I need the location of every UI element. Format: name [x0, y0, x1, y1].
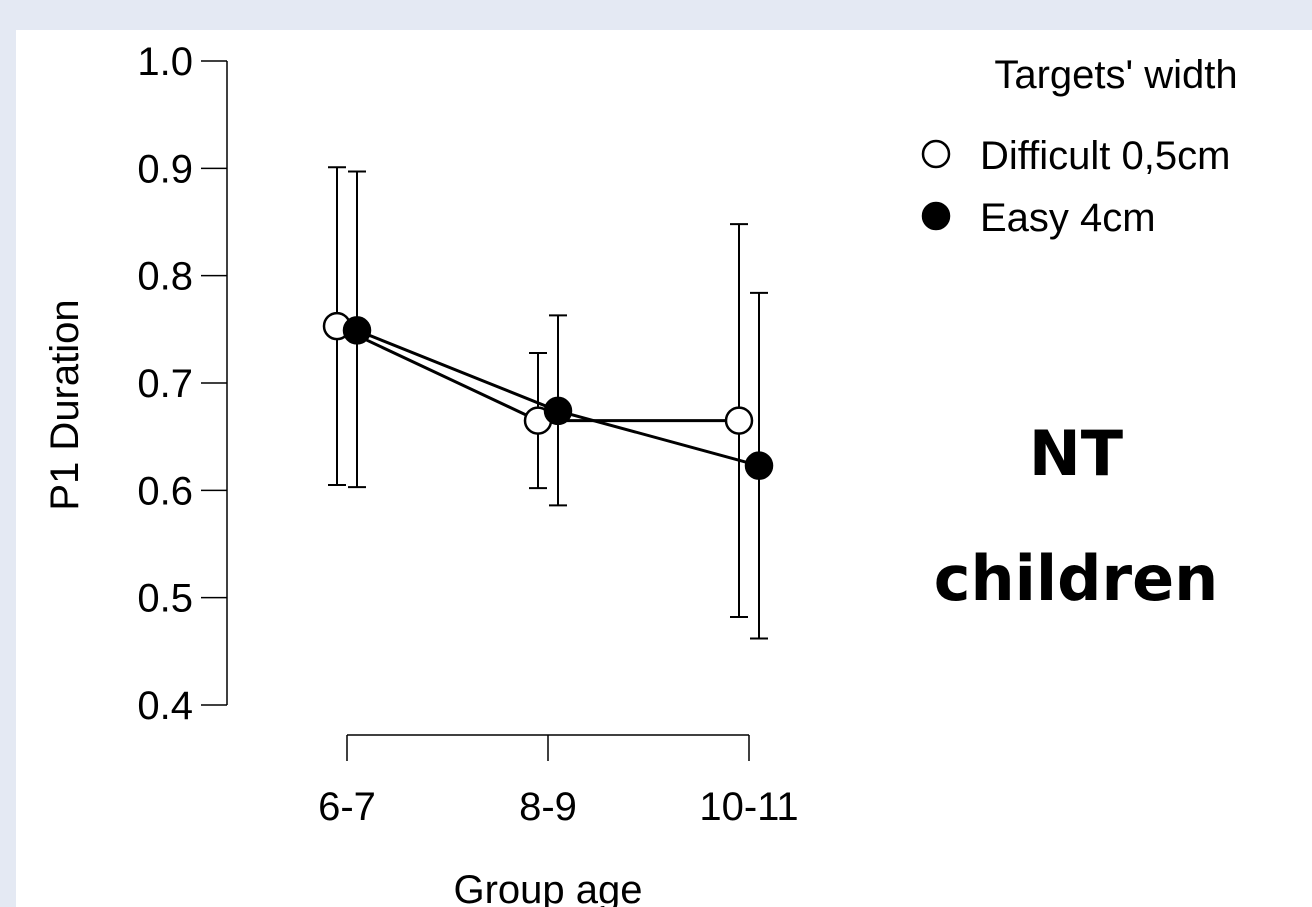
- series-difficult: [322, 166, 754, 618]
- annotation-line: children: [934, 542, 1219, 615]
- legend-title: Targets' width: [994, 53, 1237, 97]
- annotation-line: NT: [1029, 417, 1123, 490]
- y-tick-label: 0.9: [137, 147, 193, 191]
- legend-label: Easy 4cm: [980, 196, 1156, 240]
- legend-label: Difficult 0,5cm: [980, 134, 1230, 178]
- series-easy: [342, 170, 774, 640]
- group-annotation: NT children: [934, 417, 1219, 615]
- data-point: [744, 451, 774, 480]
- legend-marker: [921, 201, 951, 231]
- y-axis: 0.4 0.5 0.6 0.7 0.8 0.9 1.0: [137, 40, 228, 728]
- data-point: [724, 406, 754, 435]
- x-tick-label: 6-7: [318, 785, 376, 829]
- y-tick-label: 1.0: [137, 40, 193, 84]
- x-axis: 6-7 8-9 10-11: [318, 734, 799, 829]
- line-chart: 0.4 0.5 0.6 0.7 0.8 0.9 1.0 6-7 8-9 10-11 P1 Dur…: [43, 40, 1238, 907]
- chart-panel: 0.4 0.5 0.6 0.7 0.8 0.9 1.0 6-7 8-9 10-11 P1 Dur…: [16, 30, 1312, 907]
- y-tick-label: 0.5: [137, 577, 193, 621]
- legend: Targets' width Difficult 0,5cm Easy 4cm: [921, 53, 1238, 240]
- x-axis-title: Group age: [453, 868, 642, 907]
- data-point: [342, 316, 372, 345]
- y-tick-label: 0.7: [137, 362, 193, 406]
- y-tick-label: 0.6: [137, 469, 193, 513]
- legend-marker: [921, 139, 951, 169]
- y-axis-title: P1 Duration: [43, 299, 87, 510]
- x-tick-label: 8-9: [519, 785, 577, 829]
- y-tick-label: 0.8: [137, 255, 193, 299]
- y-tick-label: 0.4: [137, 684, 193, 728]
- series-layer: [322, 166, 774, 640]
- x-tick-label: 10-11: [699, 785, 798, 829]
- data-point: [543, 396, 573, 426]
